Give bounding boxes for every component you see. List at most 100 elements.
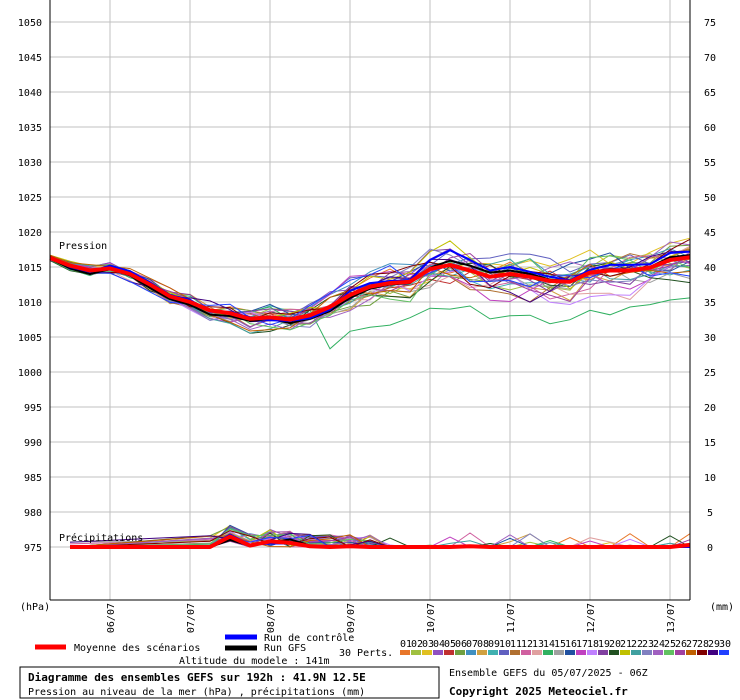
perturbation-number: 26 (675, 639, 687, 650)
perturbation-number: 28 (697, 639, 709, 650)
perturbation-count-label: 30 Perts. (339, 648, 393, 659)
perturbation-number: 21 (620, 639, 632, 650)
perturbation-number: 06 (455, 639, 467, 650)
perturbation-number: 29 (708, 639, 720, 650)
perturbation-swatch (400, 650, 410, 655)
perturbation-number: 16 (565, 639, 577, 650)
perturbation-number: 05 (444, 639, 456, 650)
legend-gfs-label: Run GFS (264, 643, 306, 654)
x-tick-label: 08/07 (266, 603, 277, 633)
legend: Moyenne des scénarios Run de contrôleRun … (35, 632, 731, 667)
perturbation-swatch (642, 650, 652, 655)
perturbation-swatch (565, 650, 575, 655)
perturbation-number: 14 (543, 639, 555, 650)
left-tick-label: 1030 (18, 158, 42, 169)
x-tick-label: 12/07 (586, 603, 597, 633)
left-unit-label: (hPa) (20, 602, 50, 613)
left-tick-label: 1025 (18, 193, 42, 204)
left-tick-label: 1000 (18, 368, 42, 379)
perturbation-swatch (510, 650, 520, 655)
perturbation-line (49, 254, 691, 332)
right-tick-label: 30 (704, 333, 716, 344)
x-tick-label: 07/07 (186, 603, 197, 633)
perturbation-swatch (620, 650, 630, 655)
perturbation-swatch (576, 650, 586, 655)
perturbation-number: 25 (664, 639, 676, 650)
right-tick-label: 0 (707, 543, 713, 554)
right-tick-label: 10 (704, 473, 716, 484)
perturbation-swatch (444, 650, 454, 655)
right-tick-label: 20 (704, 403, 716, 414)
left-tick-label: 990 (24, 438, 42, 449)
right-tick-label: 65 (704, 88, 716, 99)
perturbation-swatch (609, 650, 619, 655)
perturbation-swatch (719, 650, 729, 655)
perturbation-swatch (411, 650, 421, 655)
perturbation-number: 30 (719, 639, 731, 650)
perturbation-number: 20 (609, 639, 621, 650)
left-tick-label: 975 (24, 543, 42, 554)
left-tick-label: 995 (24, 403, 42, 414)
perturbation-swatch (587, 650, 597, 655)
perturbation-number: 24 (653, 639, 665, 650)
perturbation-swatch (488, 650, 498, 655)
mean-precip-line (70, 534, 691, 549)
perturbation-number: 10 (499, 639, 511, 650)
perturbation-swatch (675, 650, 685, 655)
right-tick-label: 55 (704, 158, 716, 169)
perturbation-swatch (422, 650, 432, 655)
perturbation-swatch (631, 650, 641, 655)
right-unit-label: (mm) (710, 602, 734, 613)
right-tick-label: 25 (704, 368, 716, 379)
x-tick-label: 11/07 (506, 603, 517, 633)
right-tick-label: 70 (704, 53, 716, 64)
left-tick-label: 1035 (18, 123, 42, 134)
left-tick-label: 1040 (18, 88, 42, 99)
x-tick-label: 06/07 (106, 603, 117, 633)
perturbation-swatch (477, 650, 487, 655)
footer-subtitle: Pression au niveau de la mer (hPa) , pré… (28, 686, 365, 698)
left-tick-label: 1045 (18, 53, 42, 64)
perturbation-number: 17 (576, 639, 588, 650)
left-tick-label: 1020 (18, 228, 42, 239)
legend-control-label: Run de contrôle (264, 632, 354, 644)
footer-title: Diagramme des ensembles GEFS sur 192h : … (28, 671, 366, 684)
pressure-label: Pression (59, 241, 107, 252)
right-tick-label: 40 (704, 263, 716, 274)
perturbation-number: 08 (477, 639, 489, 650)
perturbation-swatch (466, 650, 476, 655)
perturbation-swatch (532, 650, 542, 655)
perturbation-swatch (697, 650, 707, 655)
right-tick-label: 35 (704, 298, 716, 309)
run-info: Ensemble GEFS du 05/07/2025 - 06Z (449, 668, 648, 679)
mean-pressure-line (49, 255, 691, 322)
right-tick-label: 5 (707, 508, 713, 519)
perturbation-number: 13 (532, 639, 544, 650)
perturbation-swatch (653, 650, 663, 655)
perturbation-number: 22 (631, 639, 643, 650)
perturbation-number: 11 (510, 639, 522, 650)
x-tick-label: 13/07 (666, 603, 677, 633)
left-tick-label: 1050 (18, 18, 42, 29)
copyright: Copyright 2025 Meteociel.fr (449, 685, 628, 698)
perturbation-swatch (521, 650, 531, 655)
perturbation-number: 23 (642, 639, 654, 650)
perturbation-number: 01 (400, 639, 412, 650)
legend-mean-label: Moyenne des scénarios (74, 642, 200, 654)
perturbation-swatch (499, 650, 509, 655)
perturbation-swatch (598, 650, 608, 655)
perturbation-number: 15 (554, 639, 566, 650)
perturbation-number: 19 (598, 639, 610, 650)
perturbation-swatch (543, 650, 553, 655)
perturbation-swatch (433, 650, 443, 655)
perturbation-swatch (554, 650, 564, 655)
perturbation-swatch (664, 650, 674, 655)
right-tick-label: 45 (704, 228, 716, 239)
left-tick-label: 1015 (18, 263, 42, 274)
x-tick-label: 10/07 (426, 603, 437, 633)
footer-box (19, 666, 440, 699)
axes: 9759809859909951000100510101015102010251… (18, 0, 734, 633)
perturbation-swatch (686, 650, 696, 655)
perturbation-swatch (455, 650, 465, 655)
